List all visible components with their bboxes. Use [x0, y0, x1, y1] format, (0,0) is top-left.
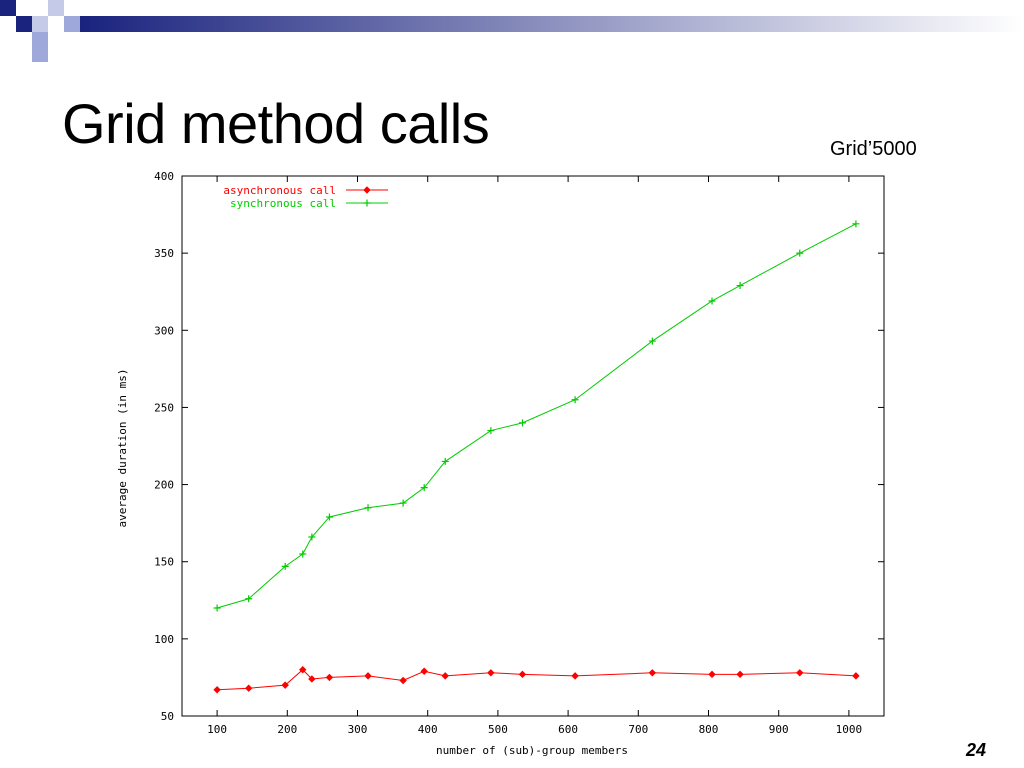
plot-frame: [181, 175, 885, 717]
data-point: [420, 667, 428, 675]
series-line: [216, 223, 857, 609]
data-point: [399, 499, 407, 507]
slide-title: Grid method calls: [62, 92, 490, 155]
y-tick-label: 200: [154, 479, 174, 492]
legend-marker: [363, 186, 371, 194]
series-line: [217, 669, 856, 691]
data-point: [852, 672, 860, 680]
deco-square: [32, 16, 48, 32]
data-point: [708, 297, 716, 305]
data-point: [299, 550, 307, 558]
x-tick-label: 700: [628, 723, 648, 736]
data-point: [213, 686, 221, 694]
deco-square: [48, 0, 64, 16]
data-point: [364, 504, 372, 512]
slide-decoration: [0, 0, 1024, 62]
data-point: [420, 484, 428, 492]
x-tick-label: 1000: [836, 723, 863, 736]
data-point: [708, 670, 716, 679]
data-point: [281, 562, 289, 570]
data-point: [852, 220, 860, 228]
data-point: [487, 427, 495, 435]
data-point: [213, 604, 221, 612]
x-tick-label: 600: [558, 723, 578, 736]
data-point: [648, 669, 657, 677]
legend-label: synchronous call: [230, 197, 336, 210]
data-point: [244, 684, 253, 692]
x-tick-label: 800: [699, 723, 719, 736]
data-point: [245, 595, 253, 603]
data-point: [736, 282, 744, 290]
x-axis-label: number of (sub)-group members: [436, 744, 628, 757]
page-number: 24: [966, 740, 987, 760]
y-tick-label: 150: [154, 556, 174, 569]
data-point: [487, 669, 495, 677]
data-point: [441, 457, 449, 465]
deco-square: [64, 16, 80, 32]
data-point: [325, 673, 334, 682]
x-tick-label: 500: [488, 723, 508, 736]
x-tick-label: 900: [769, 723, 789, 736]
x-tick-label: 400: [418, 723, 438, 736]
line-chart: 50 100 150 200 250 300 350 400 100 200 300 400 500 60…: [116, 170, 885, 757]
data-point: [518, 670, 527, 679]
data-point: [736, 670, 744, 679]
y-axis-label: average duration (in ms): [116, 369, 129, 528]
data-point: [571, 672, 579, 680]
deco-square: [32, 48, 48, 62]
data-point: [325, 513, 333, 521]
y-tick-label: 250: [154, 401, 174, 414]
x-tick-label: 100: [207, 723, 227, 736]
data-point: [308, 675, 316, 683]
legend-marker: [363, 199, 371, 207]
data-point: [796, 249, 804, 257]
y-tick-label: 350: [154, 247, 174, 260]
data-point: [571, 396, 579, 404]
deco-square: [16, 16, 32, 32]
y-tick-label: 400: [154, 170, 174, 183]
data-point: [364, 672, 372, 680]
legend-label: asynchronous call: [223, 184, 336, 197]
y-tick-label: 100: [154, 633, 174, 646]
y-tick-label: 50: [161, 710, 174, 723]
header-gradient-bar: [80, 16, 1024, 32]
data-point: [796, 669, 804, 677]
data-point: [399, 676, 407, 685]
x-tick-label: 300: [348, 723, 368, 736]
source-label: Grid’5000: [830, 138, 917, 160]
data-point: [299, 666, 307, 674]
data-point: [281, 681, 289, 689]
deco-square: [0, 0, 16, 16]
x-tick-label: 200: [277, 723, 297, 736]
data-point: [441, 672, 449, 680]
data-point: [308, 533, 316, 541]
data-point: [648, 337, 656, 345]
deco-square: [32, 32, 48, 48]
y-tick-label: 300: [154, 324, 174, 337]
data-point: [518, 419, 526, 427]
